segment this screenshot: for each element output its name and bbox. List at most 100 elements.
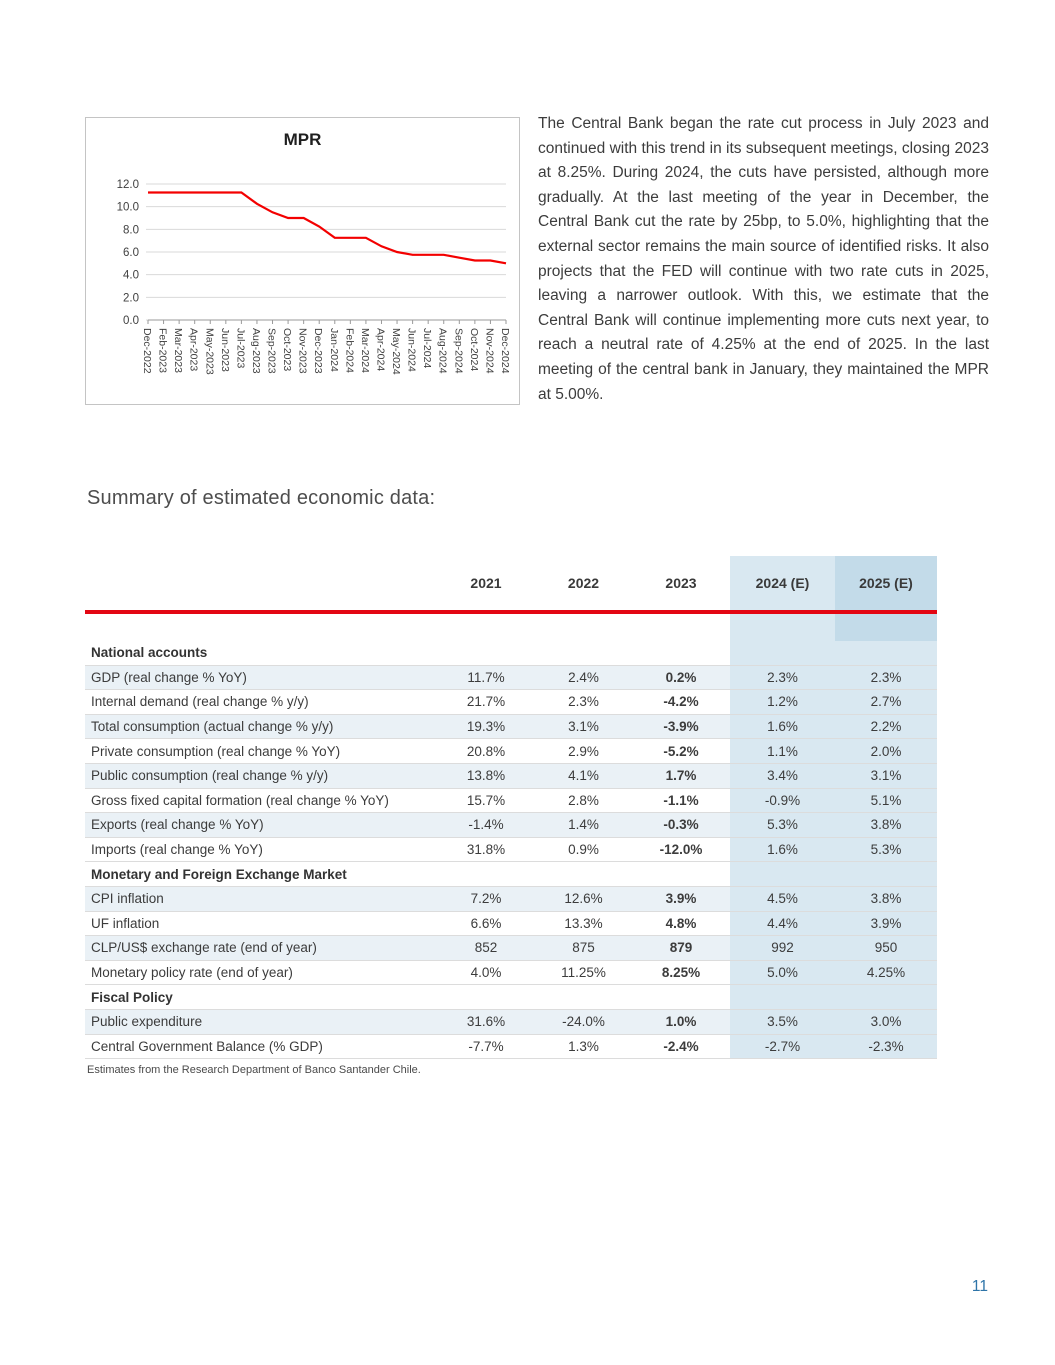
value-cell: -4.2%	[663, 694, 699, 710]
table-row: Private consumption (real change % YoY) 2…	[85, 739, 937, 764]
estimate-cell	[730, 862, 835, 886]
y-tick-label: 12.0	[117, 179, 139, 191]
value-cell: 3.8%	[835, 886, 937, 911]
section-label: National accounts	[91, 645, 208, 661]
value-cell: 1.6%	[730, 714, 835, 739]
value-cell: 0.2%	[632, 665, 730, 690]
x-tick-label: Jun-2024	[406, 328, 418, 372]
row-label: Gross fixed capital formation (real chan…	[91, 792, 389, 808]
x-tick-label: Apr-2023	[188, 328, 200, 371]
row-label: Public consumption (real change % y/y)	[85, 763, 437, 788]
value-cell: 5.3%	[730, 813, 835, 837]
value-cell: -1.4%	[437, 813, 535, 837]
value-cell: 11.7%	[437, 665, 535, 690]
value-cell: 950	[835, 936, 937, 960]
value-cell: 3.4%	[730, 763, 835, 788]
value-cell: 3.8%	[835, 813, 937, 837]
value-cell: 20.8%	[466, 743, 506, 759]
x-tick-label: Jun-2023	[219, 328, 231, 372]
section-label: Fiscal Policy	[91, 989, 173, 1005]
value-cell: -2.3%	[835, 1034, 937, 1059]
x-tick-label: Nov-2024	[483, 328, 495, 374]
x-tick-label: Jan-2024	[328, 328, 340, 372]
value-cell: 2.9%	[568, 743, 599, 759]
value-cell: 1.0%	[632, 1009, 730, 1034]
x-tick-label: Jul-2023	[234, 328, 246, 368]
value-cell: 1.6%	[730, 837, 835, 862]
value-cell: -7.7%	[468, 1038, 504, 1054]
spacer-cell	[437, 614, 535, 641]
x-tick-label: Dec-2022	[141, 328, 153, 374]
value-cell: 31.8%	[466, 842, 506, 858]
row-label: Imports (real change % YoY)	[91, 842, 263, 858]
value-cell: 5.3%	[835, 837, 937, 862]
table-section-row: Monetary and Foreign Exchange Market	[85, 862, 937, 887]
value-cell: 5.0%	[730, 960, 835, 985]
mpr-chart-figure: MPR 0.0 2.0 4.0 6.0 8.0 10.0 12.0 Dec-2022 Feb-2…	[85, 117, 520, 405]
table-row: Public consumption (real change % y/y) 13…	[85, 763, 937, 789]
value-cell: 992	[730, 936, 835, 960]
x-tick-label: Aug-2023	[250, 328, 262, 374]
value-cell: 852	[437, 936, 535, 960]
x-tick-label: Sep-2024	[452, 328, 464, 374]
row-label: Internal demand (real change % y/y)	[91, 694, 309, 710]
row-label: Central Government Balance (% GDP)	[91, 1038, 323, 1054]
value-cell: -0.9%	[730, 788, 835, 813]
table-year-header: 2024 (E)	[730, 556, 835, 610]
value-cell: 3.9%	[632, 886, 730, 911]
value-cell: 13.8%	[437, 763, 535, 788]
value-cell: 4.4%	[730, 911, 835, 936]
table-corner-cell	[85, 556, 437, 610]
table-row: Imports (real change % YoY) 31.8% 0.9% -12.…	[85, 837, 937, 863]
value-cell: 3.5%	[730, 1009, 835, 1034]
x-tick-label: Nov-2023	[297, 328, 309, 374]
x-tick-label: Oct-2024	[468, 328, 480, 371]
row-label: CPI inflation	[85, 886, 437, 911]
row-label: Exports (real change % YoY)	[85, 813, 437, 837]
row-label: Monetary policy rate (end of year)	[91, 965, 293, 981]
table-year-header: 2025 (E)	[835, 556, 937, 610]
y-tick-label: 2.0	[123, 292, 139, 304]
summary-heading: Summary of estimated economic data:	[87, 487, 436, 509]
value-cell: 3.9%	[835, 911, 937, 936]
value-cell: 1.3%	[568, 1038, 599, 1054]
table-section-row: National accounts	[85, 641, 937, 666]
value-cell: 1.4%	[535, 813, 632, 837]
estimate-cell	[835, 862, 937, 886]
value-cell: 3.1%	[835, 763, 937, 788]
table-row: CLP/US$ exchange rate (end of year) 852 87…	[85, 936, 937, 961]
value-cell: 879	[632, 936, 730, 960]
value-cell: -2.7%	[730, 1034, 835, 1059]
value-cell: 15.7%	[466, 792, 506, 808]
spacer-cell	[632, 614, 730, 641]
value-cell: 1.1%	[730, 739, 835, 763]
x-tick-label: Apr-2024	[375, 328, 387, 371]
chart-title: MPR	[283, 130, 322, 149]
row-label: GDP (real change % YoY)	[85, 665, 437, 690]
y-tick-label: 4.0	[123, 270, 139, 282]
y-tick-label: 10.0	[117, 202, 139, 214]
table-row: Monetary policy rate (end of year) 4.0% 11…	[85, 960, 937, 986]
row-label: Total consumption (actual change % y/y)	[85, 714, 437, 739]
value-cell: 1.2%	[730, 690, 835, 714]
page-number: 11	[971, 1278, 988, 1295]
x-tick-label: Feb-2024	[343, 328, 355, 373]
table-year-header: 2021	[470, 575, 502, 591]
spacer-cell	[835, 614, 937, 641]
value-cell: 4.5%	[730, 886, 835, 911]
summary-table: 2021 2022 2023 2024 (E) 2025 (E) National acc…	[85, 556, 937, 1060]
estimate-cell	[835, 985, 937, 1009]
value-cell: 2.2%	[835, 714, 937, 739]
table-header-row: 2021 2022 2023 2024 (E) 2025 (E)	[85, 556, 937, 610]
value-cell: -2.4%	[663, 1038, 699, 1054]
x-tick-label: Jul-2024	[421, 328, 433, 368]
value-cell: 0.9%	[568, 842, 599, 858]
section-label: Monetary and Foreign Exchange Market	[91, 866, 347, 882]
value-cell: 21.7%	[466, 694, 506, 710]
value-cell: -24.0%	[535, 1009, 632, 1034]
value-cell: 5.1%	[835, 788, 937, 813]
x-tick-label: Aug-2024	[437, 328, 449, 374]
table-row: Central Government Balance (% GDP) -7.7% 1…	[85, 1034, 937, 1060]
value-cell: 2.4%	[535, 665, 632, 690]
